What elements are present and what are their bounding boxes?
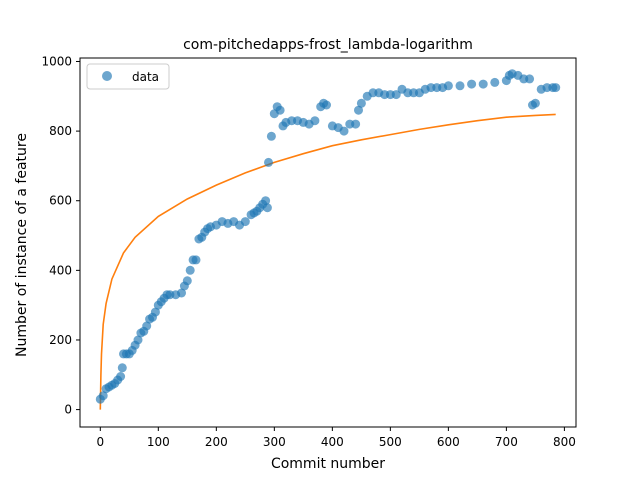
y-axis-ticks: 0 200 400 600 800 1000 [41,54,80,417]
data-point [354,105,363,115]
data-point [455,81,465,91]
data-point [191,255,201,265]
data-point [98,391,108,401]
x-tick-label: 500 [379,435,402,449]
data-point [264,157,273,167]
data-point [266,131,276,141]
data-point [182,276,192,286]
x-tick-label: 0 [96,435,104,449]
data-point [391,90,401,100]
x-tick-label: 100 [147,435,170,449]
y-tick-label: 400 [49,263,72,277]
x-tick-label: 700 [495,435,518,449]
data-point [117,363,127,373]
data-point [525,74,535,84]
legend-marker [102,71,112,81]
data-points-layer [95,69,561,404]
data-point [551,83,561,93]
data-point [467,79,477,89]
data-point [339,126,349,136]
data-point [116,372,126,381]
fit-curve-layer [99,113,556,410]
y-axis-label: Number of instance of a feature [14,133,30,357]
y-tick-label: 600 [49,194,72,208]
data-point [240,217,250,227]
x-tick-label: 200 [205,435,228,449]
data-point [261,196,271,206]
fit-curve-line [99,113,556,410]
x-tick-label: 800 [553,435,576,449]
data-point [490,77,500,87]
data-point [351,119,361,129]
axes-border [79,57,577,428]
x-tick-label: 300 [263,435,286,449]
x-axis-label: Commit number [271,456,385,472]
data-point [310,116,320,126]
data-point [530,98,540,108]
x-tick-label: 600 [437,435,460,449]
axes-frame [79,57,577,428]
data-point [356,98,366,108]
chart-title: com-pitchedapps-frost_lambda-logarithm [183,37,473,53]
legend: data [86,63,170,90]
legend-box [86,63,170,90]
y-tick-label: 1000 [41,54,72,68]
y-tick-label: 800 [49,124,72,138]
data-point [262,203,272,213]
x-tick-label: 400 [321,435,344,449]
data-point [133,335,143,345]
x-axis-ticks: 0 100 200 300 400 500 600 700 800 [96,427,576,449]
data-point [322,100,331,110]
data-point [443,81,453,91]
data-point [150,307,160,317]
legend-label: data [132,70,159,84]
y-tick-label: 200 [49,333,72,347]
data-point [177,288,186,298]
y-tick-label: 0 [64,403,72,417]
data-point [275,105,285,115]
data-point [142,321,152,331]
plot-area [95,69,561,410]
data-point [185,265,195,275]
data-point [478,79,488,89]
